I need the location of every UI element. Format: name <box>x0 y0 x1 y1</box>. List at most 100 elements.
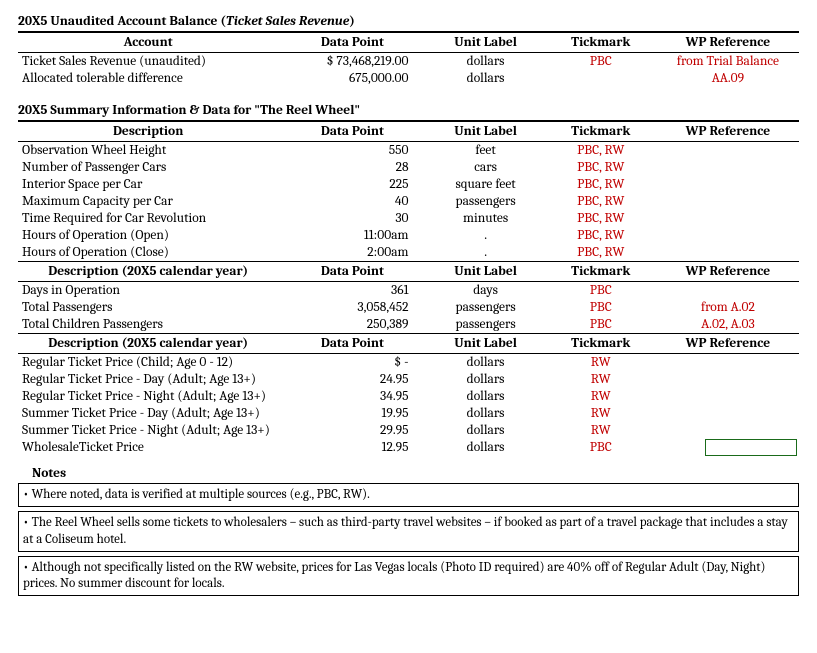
cell-wp: A.02, A.03 <box>657 316 799 334</box>
cell-unit: . <box>427 227 545 244</box>
section1-title-italic: Ticket Sales Revenue <box>226 14 349 29</box>
col-header: Unit Label <box>427 262 545 282</box>
section1-title-prefix: 20X5 Unaudited Account Balance ( <box>18 14 226 29</box>
cell-dp: 40 <box>278 193 426 210</box>
cell-tick: RW <box>545 405 657 422</box>
table-row: Hours of Operation (Close)2:00am.PBC, RW <box>18 244 799 262</box>
cell-wp: from Trial Balance <box>657 53 799 71</box>
table-row: Total Passengers3,058,452passengersPBCfr… <box>18 299 799 316</box>
table-row: WholesaleTicket Price12.95dollarsPBC <box>18 439 799 456</box>
cell-tick: RW <box>545 388 657 405</box>
cell-unit: passengers <box>427 193 545 210</box>
cell-wp <box>657 371 799 388</box>
col-header: Unit Label <box>427 334 545 354</box>
cell-desc: Total Children Passengers <box>18 316 278 334</box>
note-item: • The Reel Wheel sells some tickets to w… <box>18 511 799 552</box>
col-header: Data Point <box>278 33 426 53</box>
table-row: Maximum Capacity per Car40passengersPBC,… <box>18 193 799 210</box>
cell-dp: 550 <box>278 142 426 160</box>
cell-wp <box>657 388 799 405</box>
cell-unit: dollars <box>427 439 545 456</box>
table-row: Regular Ticket Price - Night (Adult; Age… <box>18 388 799 405</box>
cell-dp: 675,000.00 <box>278 70 426 87</box>
cell-wp <box>657 176 799 193</box>
cell-desc: Regular Ticket Price - Night (Adult; Age… <box>18 388 278 405</box>
col-header: Description (20X5 calendar year) <box>18 334 278 354</box>
notes-section: Notes • Where noted, data is verified at… <box>18 466 799 596</box>
col-header: Data Point <box>278 262 426 282</box>
col-header: WP Reference <box>657 122 799 142</box>
cell-dp: 24.95 <box>278 371 426 388</box>
cell-dp: 3,058,452 <box>278 299 426 316</box>
cell-dp: 12.95 <box>278 439 426 456</box>
cell-desc: Time Required for Car Revolution <box>18 210 278 227</box>
cell-unit: dollars <box>427 422 545 439</box>
cell-dp: 28 <box>278 159 426 176</box>
col-header: Description <box>18 122 278 142</box>
cell-desc: Number of Passenger Cars <box>18 159 278 176</box>
cell-wp <box>657 439 799 456</box>
cell-unit: dollars <box>427 405 545 422</box>
table-row: Hours of Operation (Open)11:00am.PBC, RW <box>18 227 799 244</box>
section2-table: Description Data Point Unit Label Tickma… <box>18 122 799 456</box>
table-row: Days in Operation361daysPBC <box>18 282 799 300</box>
cell-wp <box>657 210 799 227</box>
cell-wp <box>657 227 799 244</box>
cell-tick: PBC, RW <box>545 159 657 176</box>
cell-tick: PBC <box>545 299 657 316</box>
table-row: Summer Ticket Price - Day (Adult; Age 13… <box>18 405 799 422</box>
cell-wp: from A.02 <box>657 299 799 316</box>
notes-title: Notes <box>18 466 799 483</box>
cell-dp: 29.95 <box>278 422 426 439</box>
cell-dp: 225 <box>278 176 426 193</box>
cell-tick: PBC, RW <box>545 176 657 193</box>
cell-desc: Observation Wheel Height <box>18 142 278 160</box>
cell-tick: PBC <box>545 282 657 300</box>
cell-dp: $ 73,468,219.00 <box>278 53 426 71</box>
cell-desc: Hours of Operation (Open) <box>18 227 278 244</box>
cell-wp: AA.09 <box>657 70 799 87</box>
cell-wp <box>657 142 799 160</box>
table-row: Time Required for Car Revolution30minute… <box>18 210 799 227</box>
cell-unit: passengers <box>427 316 545 334</box>
table-row: Regular Ticket Price (Child; Age 0 - 12)… <box>18 354 799 372</box>
cell-desc: Regular Ticket Price (Child; Age 0 - 12) <box>18 354 278 372</box>
section1-title-suffix: ) <box>349 14 355 29</box>
table-row: Total Children Passengers250,389passenge… <box>18 316 799 334</box>
col-header: Data Point <box>278 334 426 354</box>
section2-title: 20X5 Summary Information & Data for "The… <box>18 101 799 122</box>
cell-desc: Summer Ticket Price - Day (Adult; Age 13… <box>18 405 278 422</box>
cell-desc: Ticket Sales Revenue (unaudited) <box>18 53 278 71</box>
col-header: Tickmark <box>545 262 657 282</box>
cell-tick <box>545 70 657 87</box>
cell-dp: 19.95 <box>278 405 426 422</box>
col-header: Unit Label <box>427 122 545 142</box>
cell-wp <box>657 354 799 372</box>
cell-tick: PBC <box>545 316 657 334</box>
col-header: Account <box>18 33 278 53</box>
table-row: Allocated tolerable difference675,000.00… <box>18 70 799 87</box>
cell-unit: passengers <box>427 299 545 316</box>
cell-dp: 34.95 <box>278 388 426 405</box>
cell-wp <box>657 282 799 300</box>
col-header: Data Point <box>278 122 426 142</box>
table-row: Number of Passenger Cars28carsPBC, RW <box>18 159 799 176</box>
cell-tick: PBC, RW <box>545 244 657 262</box>
cell-tick: RW <box>545 422 657 439</box>
table-row: Regular Ticket Price - Day (Adult; Age 1… <box>18 371 799 388</box>
cell-desc: Hours of Operation (Close) <box>18 244 278 262</box>
table-row: Interior Space per Car225square feetPBC,… <box>18 176 799 193</box>
cell-unit: dollars <box>427 70 545 87</box>
cell-wp <box>657 244 799 262</box>
table-row: Ticket Sales Revenue (unaudited)$ 73,468… <box>18 53 799 71</box>
cell-dp: 250,389 <box>278 316 426 334</box>
cell-wp <box>657 193 799 210</box>
col-header: Tickmark <box>545 33 657 53</box>
cell-dp: 2:00am <box>278 244 426 262</box>
cell-desc: Interior Space per Car <box>18 176 278 193</box>
cell-dp: $ - <box>278 354 426 372</box>
cell-dp: 11:00am <box>278 227 426 244</box>
cell-desc: Maximum Capacity per Car <box>18 193 278 210</box>
cell-desc: Total Passengers <box>18 299 278 316</box>
col-header: Unit Label <box>427 33 545 53</box>
